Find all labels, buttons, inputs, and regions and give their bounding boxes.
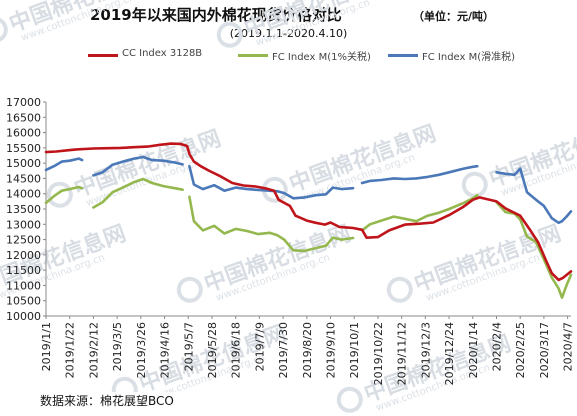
x-tick-label: 2019/8/20 bbox=[301, 322, 314, 378]
series-line-2-4 bbox=[495, 167, 573, 225]
y-tick-label: 11500 bbox=[6, 264, 41, 277]
x-tick-label: 2019/10/1 bbox=[348, 322, 361, 378]
x-tick-label: 2019/10/22 bbox=[372, 322, 385, 385]
series-line-2-3 bbox=[360, 164, 479, 185]
x-tick-label: 2019/6/18 bbox=[230, 322, 243, 378]
watermark-text: 中国棉花信息网 bbox=[71, 125, 225, 202]
source-note: 数据来源：棉花展望BCO bbox=[38, 392, 176, 409]
series-line-2-1 bbox=[92, 155, 184, 177]
title-bar: 2019年以来国内外棉花现货价格对比 （单位：元/吨） bbox=[0, 4, 577, 26]
watermark-logo-icon bbox=[461, 171, 488, 198]
y-tick-label: 12500 bbox=[6, 234, 41, 247]
legend-swatch-fc-tax bbox=[238, 54, 268, 57]
y-tick-label: 15500 bbox=[6, 142, 41, 155]
legend: CC Index 3128B FC Index M(1%关税) FC Index… bbox=[0, 48, 577, 64]
watermark-text: 中国棉花信息网 bbox=[286, 120, 440, 197]
y-tick-label: 16000 bbox=[6, 127, 41, 140]
series-line-1-0 bbox=[44, 185, 84, 205]
x-tick-label: 2020/2/25 bbox=[514, 322, 527, 378]
x-tick-label: 2020/4/7 bbox=[562, 322, 575, 371]
chart-subtitle: (2019.1.1-2020.4.10) bbox=[229, 27, 348, 40]
x-tick-label: 2019/5/28 bbox=[206, 322, 219, 378]
x-tick-label: 2020/2/4 bbox=[490, 322, 503, 371]
x-tick-label: 2019/7/30 bbox=[277, 322, 290, 378]
x-tick-label: 2019/11/12 bbox=[396, 322, 409, 385]
series-line-0-0 bbox=[44, 142, 573, 282]
x-tick-label: 2019/2/12 bbox=[87, 322, 100, 378]
x-tick-label: 2019/1/22 bbox=[64, 322, 77, 378]
y-tick-label: 13000 bbox=[6, 218, 41, 231]
x-tick-label: 2019/1/1 bbox=[40, 322, 53, 371]
legend-swatch-fc-slide bbox=[388, 54, 418, 57]
legend-label-fc-slide: FC Index M(滑准税) bbox=[422, 52, 516, 63]
y-tick-label: 14500 bbox=[6, 172, 41, 185]
x-tick-label: 2019/4/16 bbox=[159, 322, 172, 378]
watermark-logo-icon bbox=[386, 276, 413, 303]
y-tick-label: 10500 bbox=[6, 295, 41, 308]
x-tick-label: 2019/12/24 bbox=[443, 322, 456, 385]
legend-swatch-cc bbox=[88, 54, 118, 57]
y-tick-label: 15000 bbox=[6, 157, 41, 170]
y-tick-label: 10000 bbox=[6, 310, 41, 323]
legend-label-cc: CC Index 3128B bbox=[122, 48, 203, 59]
unit-label: （单位：元/吨） bbox=[413, 10, 495, 23]
x-tick-label: 2020/3/17 bbox=[538, 322, 551, 378]
series-line-1-2 bbox=[188, 195, 355, 253]
y-tick-label: 13500 bbox=[6, 203, 41, 216]
y-tick-label: 16500 bbox=[6, 111, 41, 124]
x-tick-label: 2019/3/26 bbox=[135, 322, 148, 378]
y-tick-label: 14000 bbox=[6, 188, 41, 201]
series-line-2-0 bbox=[44, 157, 84, 172]
watermark-text: 中国棉花信息网 bbox=[411, 220, 565, 297]
watermark-logo-icon bbox=[0, 16, 8, 43]
y-tick-label: 11000 bbox=[6, 279, 41, 292]
series-line-1-3 bbox=[360, 193, 479, 232]
y-tick-label: 17000 bbox=[6, 96, 41, 109]
watermark-logo-icon bbox=[336, 386, 363, 413]
series-line-1-1 bbox=[92, 177, 184, 209]
x-tick-label: 2019/7/9 bbox=[253, 322, 266, 371]
legend-label-fc-tax: FC Index M(1%关税) bbox=[272, 52, 371, 63]
x-tick-label: 2019/5/7 bbox=[182, 322, 195, 371]
chart-title: 2019年以来国内外棉花现货价格对比 bbox=[90, 6, 342, 24]
watermark-logo-icon bbox=[216, 21, 243, 48]
x-tick-label: 2019/3/5 bbox=[111, 322, 124, 371]
watermark-logo-icon bbox=[176, 276, 203, 303]
x-tick-label: 2019/12/3 bbox=[419, 322, 432, 378]
y-tick-label: 12000 bbox=[6, 249, 41, 262]
watermark-logo-icon bbox=[46, 181, 73, 208]
x-tick-label: 2019/9/10 bbox=[325, 322, 338, 378]
x-tick-label: 2020/1/14 bbox=[467, 322, 480, 378]
